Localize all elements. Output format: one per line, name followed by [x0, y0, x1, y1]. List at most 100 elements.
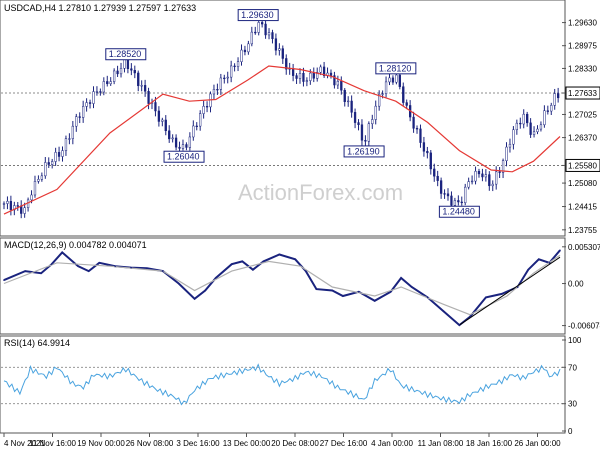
candle-body — [226, 76, 229, 79]
candle-body — [243, 49, 247, 53]
candle-body — [388, 77, 391, 83]
candle-body — [174, 137, 178, 148]
price-y-tick-label: 1.28330 — [568, 64, 597, 73]
macd-y-tick-label: -0.006074 — [568, 322, 600, 331]
price-label-box — [163, 150, 205, 163]
price-highlight-box — [565, 158, 600, 172]
macd-point — [204, 289, 207, 292]
candle-body — [47, 162, 50, 165]
candle-body — [340, 81, 343, 91]
macd-point — [98, 261, 101, 264]
candle-body — [336, 81, 340, 86]
macd-point — [331, 289, 334, 292]
candle-body — [133, 70, 136, 74]
candle-body — [154, 102, 157, 112]
candle-body — [230, 65, 233, 78]
candle-body — [443, 193, 446, 195]
rsi-y-tick-label: 70 — [568, 363, 577, 372]
candle-body — [140, 85, 143, 87]
candle-body — [192, 125, 195, 138]
candle-body — [281, 48, 284, 59]
candle-body — [64, 138, 68, 151]
candle-body — [178, 146, 181, 149]
candle-body — [539, 124, 543, 130]
rsi-header: RSI(14) 64.9914 — [4, 338, 70, 348]
candle-body — [82, 106, 85, 118]
candle-body — [271, 32, 274, 39]
candle-body — [295, 75, 298, 79]
price-y-tick-label: 1.25080 — [568, 179, 597, 188]
price-y-tick-label: 1.27025 — [568, 110, 597, 119]
macd-point — [40, 272, 42, 274]
price-label-text: 1.28520 — [109, 49, 142, 59]
price-y-tick-label: 1.27633 — [568, 89, 597, 98]
candle-body — [467, 181, 470, 188]
candle-body — [54, 152, 57, 162]
candle-body — [543, 110, 546, 126]
rsi-y-tick-label: 30 — [568, 400, 577, 409]
candle-body — [378, 93, 381, 107]
x-tick-label: 11 Jan 08:00 — [418, 439, 464, 448]
candle-body — [374, 105, 377, 120]
macd-point — [114, 265, 116, 268]
candle-body — [519, 122, 522, 125]
candle-body — [233, 65, 236, 68]
price-label-text: 1.29630 — [241, 10, 274, 20]
candle-body — [501, 160, 505, 173]
price-y-tick-label: 1.26370 — [568, 134, 597, 143]
x-tick-label: 4 Nov 2021 — [4, 439, 45, 448]
candle-body — [257, 22, 260, 33]
candle-body — [185, 144, 188, 148]
candle-body — [33, 181, 37, 196]
candle-body — [312, 72, 315, 79]
candle-body — [309, 72, 312, 81]
price-label-text: 1.28120 — [379, 63, 412, 73]
candle-body — [2, 203, 6, 205]
candle-body — [250, 31, 253, 45]
macd-trendline — [459, 256, 561, 326]
candle-body — [505, 146, 508, 161]
candle-body — [188, 136, 192, 148]
rsi-line — [3, 363, 561, 406]
ema-line — [3, 65, 561, 215]
x-tick-label: 27 Dec 16:00 — [320, 439, 368, 448]
candle-body — [353, 112, 357, 123]
candle-body — [433, 168, 436, 177]
candle-body — [405, 102, 408, 106]
candle-body — [398, 74, 401, 87]
candle-body — [264, 23, 267, 36]
macd-point — [24, 270, 26, 272]
macd-point — [315, 288, 318, 290]
candle-body — [161, 119, 164, 122]
candle-body — [498, 171, 501, 173]
candle-body — [278, 48, 281, 51]
candle-body — [515, 122, 518, 131]
price-header: USDCAD,H4 1.27810 1.27939 1.27597 1.2763… — [4, 3, 196, 13]
candle-body — [164, 119, 167, 132]
price-y-tick-label: 1.23755 — [568, 226, 597, 235]
candle-body — [364, 140, 367, 142]
candle-body — [85, 102, 88, 107]
macd-point — [426, 296, 429, 299]
candle-body — [550, 105, 553, 112]
price-label-text: 1.26190 — [347, 146, 380, 156]
macd-point — [146, 267, 148, 270]
candle-body — [319, 66, 322, 73]
price-label-box — [105, 48, 147, 61]
macd-point — [527, 268, 530, 271]
candle-body — [212, 89, 216, 95]
price-y-tick-label: 1.25580 — [568, 161, 597, 170]
candle-body — [391, 77, 395, 83]
candle-body — [199, 113, 202, 127]
candle-body — [350, 100, 353, 113]
macd-point — [538, 258, 540, 261]
macd-header: MACD(12,26,9) 0.004782 0.004071 — [4, 240, 147, 250]
candle-body — [347, 100, 350, 103]
macd-point — [252, 268, 254, 271]
candle-body — [106, 81, 109, 85]
macd-y-tick-label: 0.005307 — [568, 243, 600, 252]
candle-body — [491, 183, 494, 187]
macd-point — [500, 293, 503, 295]
candle-body — [88, 102, 92, 104]
candle-body — [92, 91, 95, 104]
